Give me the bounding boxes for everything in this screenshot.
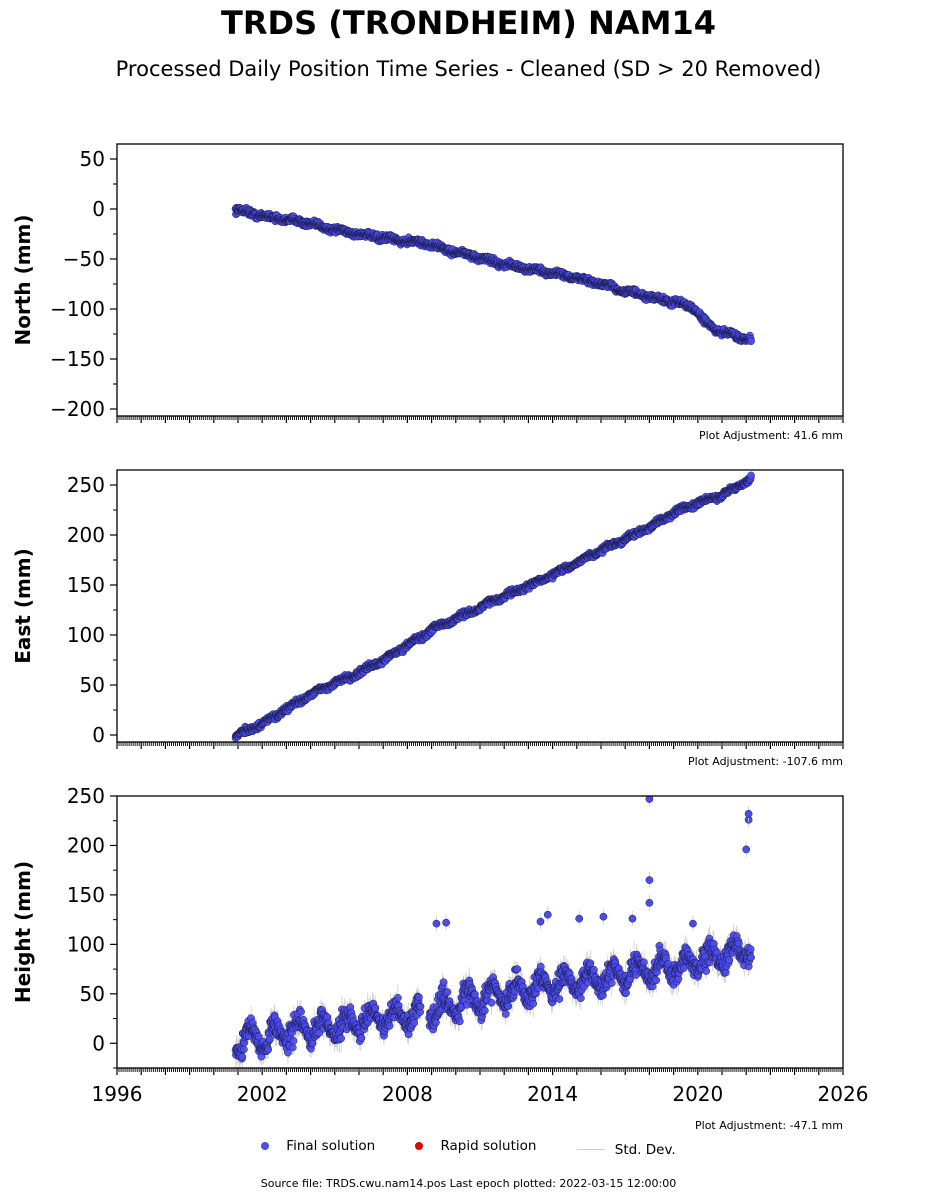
y-tick-label: 50 [80,147,105,171]
y-tick-label: −150 [50,347,105,371]
data-points [231,471,755,742]
y-tick-label: −50 [63,247,105,271]
y-tick-label: 200 [67,523,105,547]
y-axis-label: East (mm) [11,548,35,664]
east-panel: 0 50 100 150 200 250 East (mm) [11,469,844,749]
y-tick-label: −200 [50,397,105,421]
y-tick-label: 50 [80,673,105,697]
plot-frame [116,143,844,417]
y-tick-label: 100 [67,623,105,647]
y-tick-label: 250 [67,473,105,497]
north-panel: −200 −150 −100 −50 0 50 North (mm) [11,143,844,423]
y-axis-label: North (mm) [11,214,35,345]
chart-title: TRDS (TRONDHEIM) NAM14 [221,4,716,42]
chart-subtitle: Processed Daily Position Time Series - C… [115,57,822,81]
data-points [231,203,755,345]
final-solution-point [747,337,755,345]
y-tick-label: 0 [92,723,105,747]
y-tick-label: 150 [67,573,105,597]
y-tick-label: −100 [50,297,105,321]
y-tick-label: 0 [92,197,105,221]
